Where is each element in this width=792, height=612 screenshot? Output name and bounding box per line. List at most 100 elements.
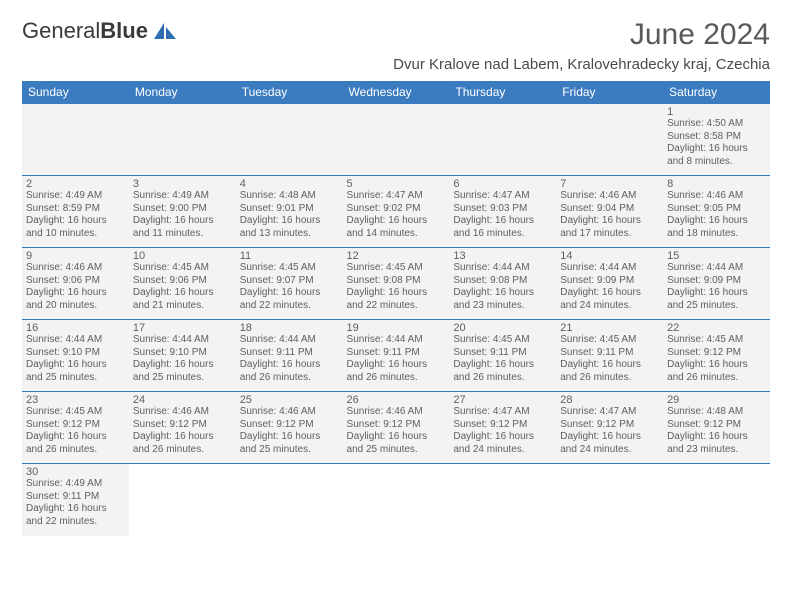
calendar-day-cell: 18Sunrise: 4:44 AMSunset: 9:11 PMDayligh… bbox=[236, 320, 343, 392]
calendar-week-row: 16Sunrise: 4:44 AMSunset: 9:10 PMDayligh… bbox=[22, 320, 770, 392]
day-number: 29 bbox=[667, 394, 766, 406]
day-number: 22 bbox=[667, 322, 766, 334]
calendar-day-cell: 13Sunrise: 4:44 AMSunset: 9:08 PMDayligh… bbox=[449, 248, 556, 320]
day-details: Sunrise: 4:47 AMSunset: 9:12 PMDaylight:… bbox=[453, 406, 552, 456]
weekday-header: Friday bbox=[556, 81, 663, 104]
calendar-day-cell: 11Sunrise: 4:45 AMSunset: 9:07 PMDayligh… bbox=[236, 248, 343, 320]
day-details: Sunrise: 4:46 AMSunset: 9:05 PMDaylight:… bbox=[667, 190, 766, 240]
day-number: 3 bbox=[133, 178, 232, 190]
day-details: Sunrise: 4:45 AMSunset: 9:12 PMDaylight:… bbox=[667, 334, 766, 384]
day-number: 1 bbox=[667, 106, 766, 118]
day-details: Sunrise: 4:45 AMSunset: 9:07 PMDaylight:… bbox=[240, 262, 339, 312]
day-details: Sunrise: 4:44 AMSunset: 9:11 PMDaylight:… bbox=[240, 334, 339, 384]
calendar-day-cell bbox=[22, 104, 129, 176]
location-subtitle: Dvur Kralove nad Labem, Kralovehradecky … bbox=[393, 56, 770, 73]
day-number: 12 bbox=[347, 250, 446, 262]
day-number: 16 bbox=[26, 322, 125, 334]
weekday-header: Sunday bbox=[22, 81, 129, 104]
calendar-day-cell bbox=[343, 464, 450, 536]
day-details: Sunrise: 4:46 AMSunset: 9:12 PMDaylight:… bbox=[347, 406, 446, 456]
calendar-day-cell bbox=[129, 464, 236, 536]
header: GeneralBlue June 2024 Dvur Kralove nad L… bbox=[22, 18, 770, 73]
day-number: 27 bbox=[453, 394, 552, 406]
day-number: 4 bbox=[240, 178, 339, 190]
day-number: 13 bbox=[453, 250, 552, 262]
day-details: Sunrise: 4:49 AMSunset: 9:11 PMDaylight:… bbox=[26, 478, 125, 528]
calendar-day-cell: 6Sunrise: 4:47 AMSunset: 9:03 PMDaylight… bbox=[449, 176, 556, 248]
weekday-header-row: SundayMondayTuesdayWednesdayThursdayFrid… bbox=[22, 81, 770, 104]
day-number: 2 bbox=[26, 178, 125, 190]
day-number: 24 bbox=[133, 394, 232, 406]
calendar-day-cell: 27Sunrise: 4:47 AMSunset: 9:12 PMDayligh… bbox=[449, 392, 556, 464]
day-details: Sunrise: 4:50 AMSunset: 8:58 PMDaylight:… bbox=[667, 118, 766, 168]
calendar-day-cell: 26Sunrise: 4:46 AMSunset: 9:12 PMDayligh… bbox=[343, 392, 450, 464]
day-number: 18 bbox=[240, 322, 339, 334]
logo-text-b: Blue bbox=[100, 18, 148, 43]
day-number: 28 bbox=[560, 394, 659, 406]
logo: GeneralBlue bbox=[22, 18, 178, 44]
logo-text: GeneralBlue bbox=[22, 18, 148, 44]
calendar-week-row: 30Sunrise: 4:49 AMSunset: 9:11 PMDayligh… bbox=[22, 464, 770, 536]
calendar-day-cell bbox=[449, 464, 556, 536]
day-details: Sunrise: 4:46 AMSunset: 9:12 PMDaylight:… bbox=[240, 406, 339, 456]
calendar-day-cell: 23Sunrise: 4:45 AMSunset: 9:12 PMDayligh… bbox=[22, 392, 129, 464]
calendar-body: 1Sunrise: 4:50 AMSunset: 8:58 PMDaylight… bbox=[22, 104, 770, 536]
calendar-day-cell: 2Sunrise: 4:49 AMSunset: 8:59 PMDaylight… bbox=[22, 176, 129, 248]
calendar-day-cell: 21Sunrise: 4:45 AMSunset: 9:11 PMDayligh… bbox=[556, 320, 663, 392]
day-details: Sunrise: 4:46 AMSunset: 9:04 PMDaylight:… bbox=[560, 190, 659, 240]
day-details: Sunrise: 4:44 AMSunset: 9:09 PMDaylight:… bbox=[560, 262, 659, 312]
day-number: 21 bbox=[560, 322, 659, 334]
day-details: Sunrise: 4:44 AMSunset: 9:10 PMDaylight:… bbox=[26, 334, 125, 384]
day-number: 9 bbox=[26, 250, 125, 262]
calendar-day-cell: 14Sunrise: 4:44 AMSunset: 9:09 PMDayligh… bbox=[556, 248, 663, 320]
calendar-day-cell: 16Sunrise: 4:44 AMSunset: 9:10 PMDayligh… bbox=[22, 320, 129, 392]
sail-icon bbox=[152, 21, 178, 41]
day-details: Sunrise: 4:45 AMSunset: 9:11 PMDaylight:… bbox=[453, 334, 552, 384]
calendar-day-cell: 19Sunrise: 4:44 AMSunset: 9:11 PMDayligh… bbox=[343, 320, 450, 392]
calendar-table: SundayMondayTuesdayWednesdayThursdayFrid… bbox=[22, 81, 770, 536]
day-number: 23 bbox=[26, 394, 125, 406]
day-number: 11 bbox=[240, 250, 339, 262]
calendar-day-cell bbox=[556, 104, 663, 176]
calendar-day-cell: 30Sunrise: 4:49 AMSunset: 9:11 PMDayligh… bbox=[22, 464, 129, 536]
calendar-day-cell bbox=[236, 104, 343, 176]
day-number: 30 bbox=[26, 466, 125, 478]
day-details: Sunrise: 4:47 AMSunset: 9:12 PMDaylight:… bbox=[560, 406, 659, 456]
day-number: 6 bbox=[453, 178, 552, 190]
calendar-day-cell: 24Sunrise: 4:46 AMSunset: 9:12 PMDayligh… bbox=[129, 392, 236, 464]
calendar-day-cell: 22Sunrise: 4:45 AMSunset: 9:12 PMDayligh… bbox=[663, 320, 770, 392]
day-details: Sunrise: 4:45 AMSunset: 9:12 PMDaylight:… bbox=[26, 406, 125, 456]
calendar-day-cell: 3Sunrise: 4:49 AMSunset: 9:00 PMDaylight… bbox=[129, 176, 236, 248]
day-number: 7 bbox=[560, 178, 659, 190]
calendar-day-cell: 8Sunrise: 4:46 AMSunset: 9:05 PMDaylight… bbox=[663, 176, 770, 248]
weekday-header: Wednesday bbox=[343, 81, 450, 104]
calendar-day-cell: 15Sunrise: 4:44 AMSunset: 9:09 PMDayligh… bbox=[663, 248, 770, 320]
day-details: Sunrise: 4:45 AMSunset: 9:11 PMDaylight:… bbox=[560, 334, 659, 384]
calendar-day-cell: 12Sunrise: 4:45 AMSunset: 9:08 PMDayligh… bbox=[343, 248, 450, 320]
day-number: 17 bbox=[133, 322, 232, 334]
month-title: June 2024 bbox=[393, 18, 770, 52]
calendar-day-cell: 17Sunrise: 4:44 AMSunset: 9:10 PMDayligh… bbox=[129, 320, 236, 392]
day-number: 5 bbox=[347, 178, 446, 190]
calendar-day-cell: 28Sunrise: 4:47 AMSunset: 9:12 PMDayligh… bbox=[556, 392, 663, 464]
day-details: Sunrise: 4:47 AMSunset: 9:03 PMDaylight:… bbox=[453, 190, 552, 240]
calendar-week-row: 9Sunrise: 4:46 AMSunset: 9:06 PMDaylight… bbox=[22, 248, 770, 320]
day-number: 10 bbox=[133, 250, 232, 262]
day-details: Sunrise: 4:45 AMSunset: 9:06 PMDaylight:… bbox=[133, 262, 232, 312]
day-number: 15 bbox=[667, 250, 766, 262]
day-number: 26 bbox=[347, 394, 446, 406]
day-details: Sunrise: 4:48 AMSunset: 9:01 PMDaylight:… bbox=[240, 190, 339, 240]
day-number: 25 bbox=[240, 394, 339, 406]
day-details: Sunrise: 4:46 AMSunset: 9:12 PMDaylight:… bbox=[133, 406, 232, 456]
calendar-day-cell bbox=[236, 464, 343, 536]
calendar-day-cell: 25Sunrise: 4:46 AMSunset: 9:12 PMDayligh… bbox=[236, 392, 343, 464]
calendar-day-cell: 1Sunrise: 4:50 AMSunset: 8:58 PMDaylight… bbox=[663, 104, 770, 176]
day-details: Sunrise: 4:44 AMSunset: 9:09 PMDaylight:… bbox=[667, 262, 766, 312]
weekday-header: Thursday bbox=[449, 81, 556, 104]
calendar-week-row: 2Sunrise: 4:49 AMSunset: 8:59 PMDaylight… bbox=[22, 176, 770, 248]
calendar-day-cell bbox=[129, 104, 236, 176]
day-details: Sunrise: 4:44 AMSunset: 9:08 PMDaylight:… bbox=[453, 262, 552, 312]
calendar-day-cell bbox=[343, 104, 450, 176]
day-details: Sunrise: 4:44 AMSunset: 9:10 PMDaylight:… bbox=[133, 334, 232, 384]
day-details: Sunrise: 4:44 AMSunset: 9:11 PMDaylight:… bbox=[347, 334, 446, 384]
